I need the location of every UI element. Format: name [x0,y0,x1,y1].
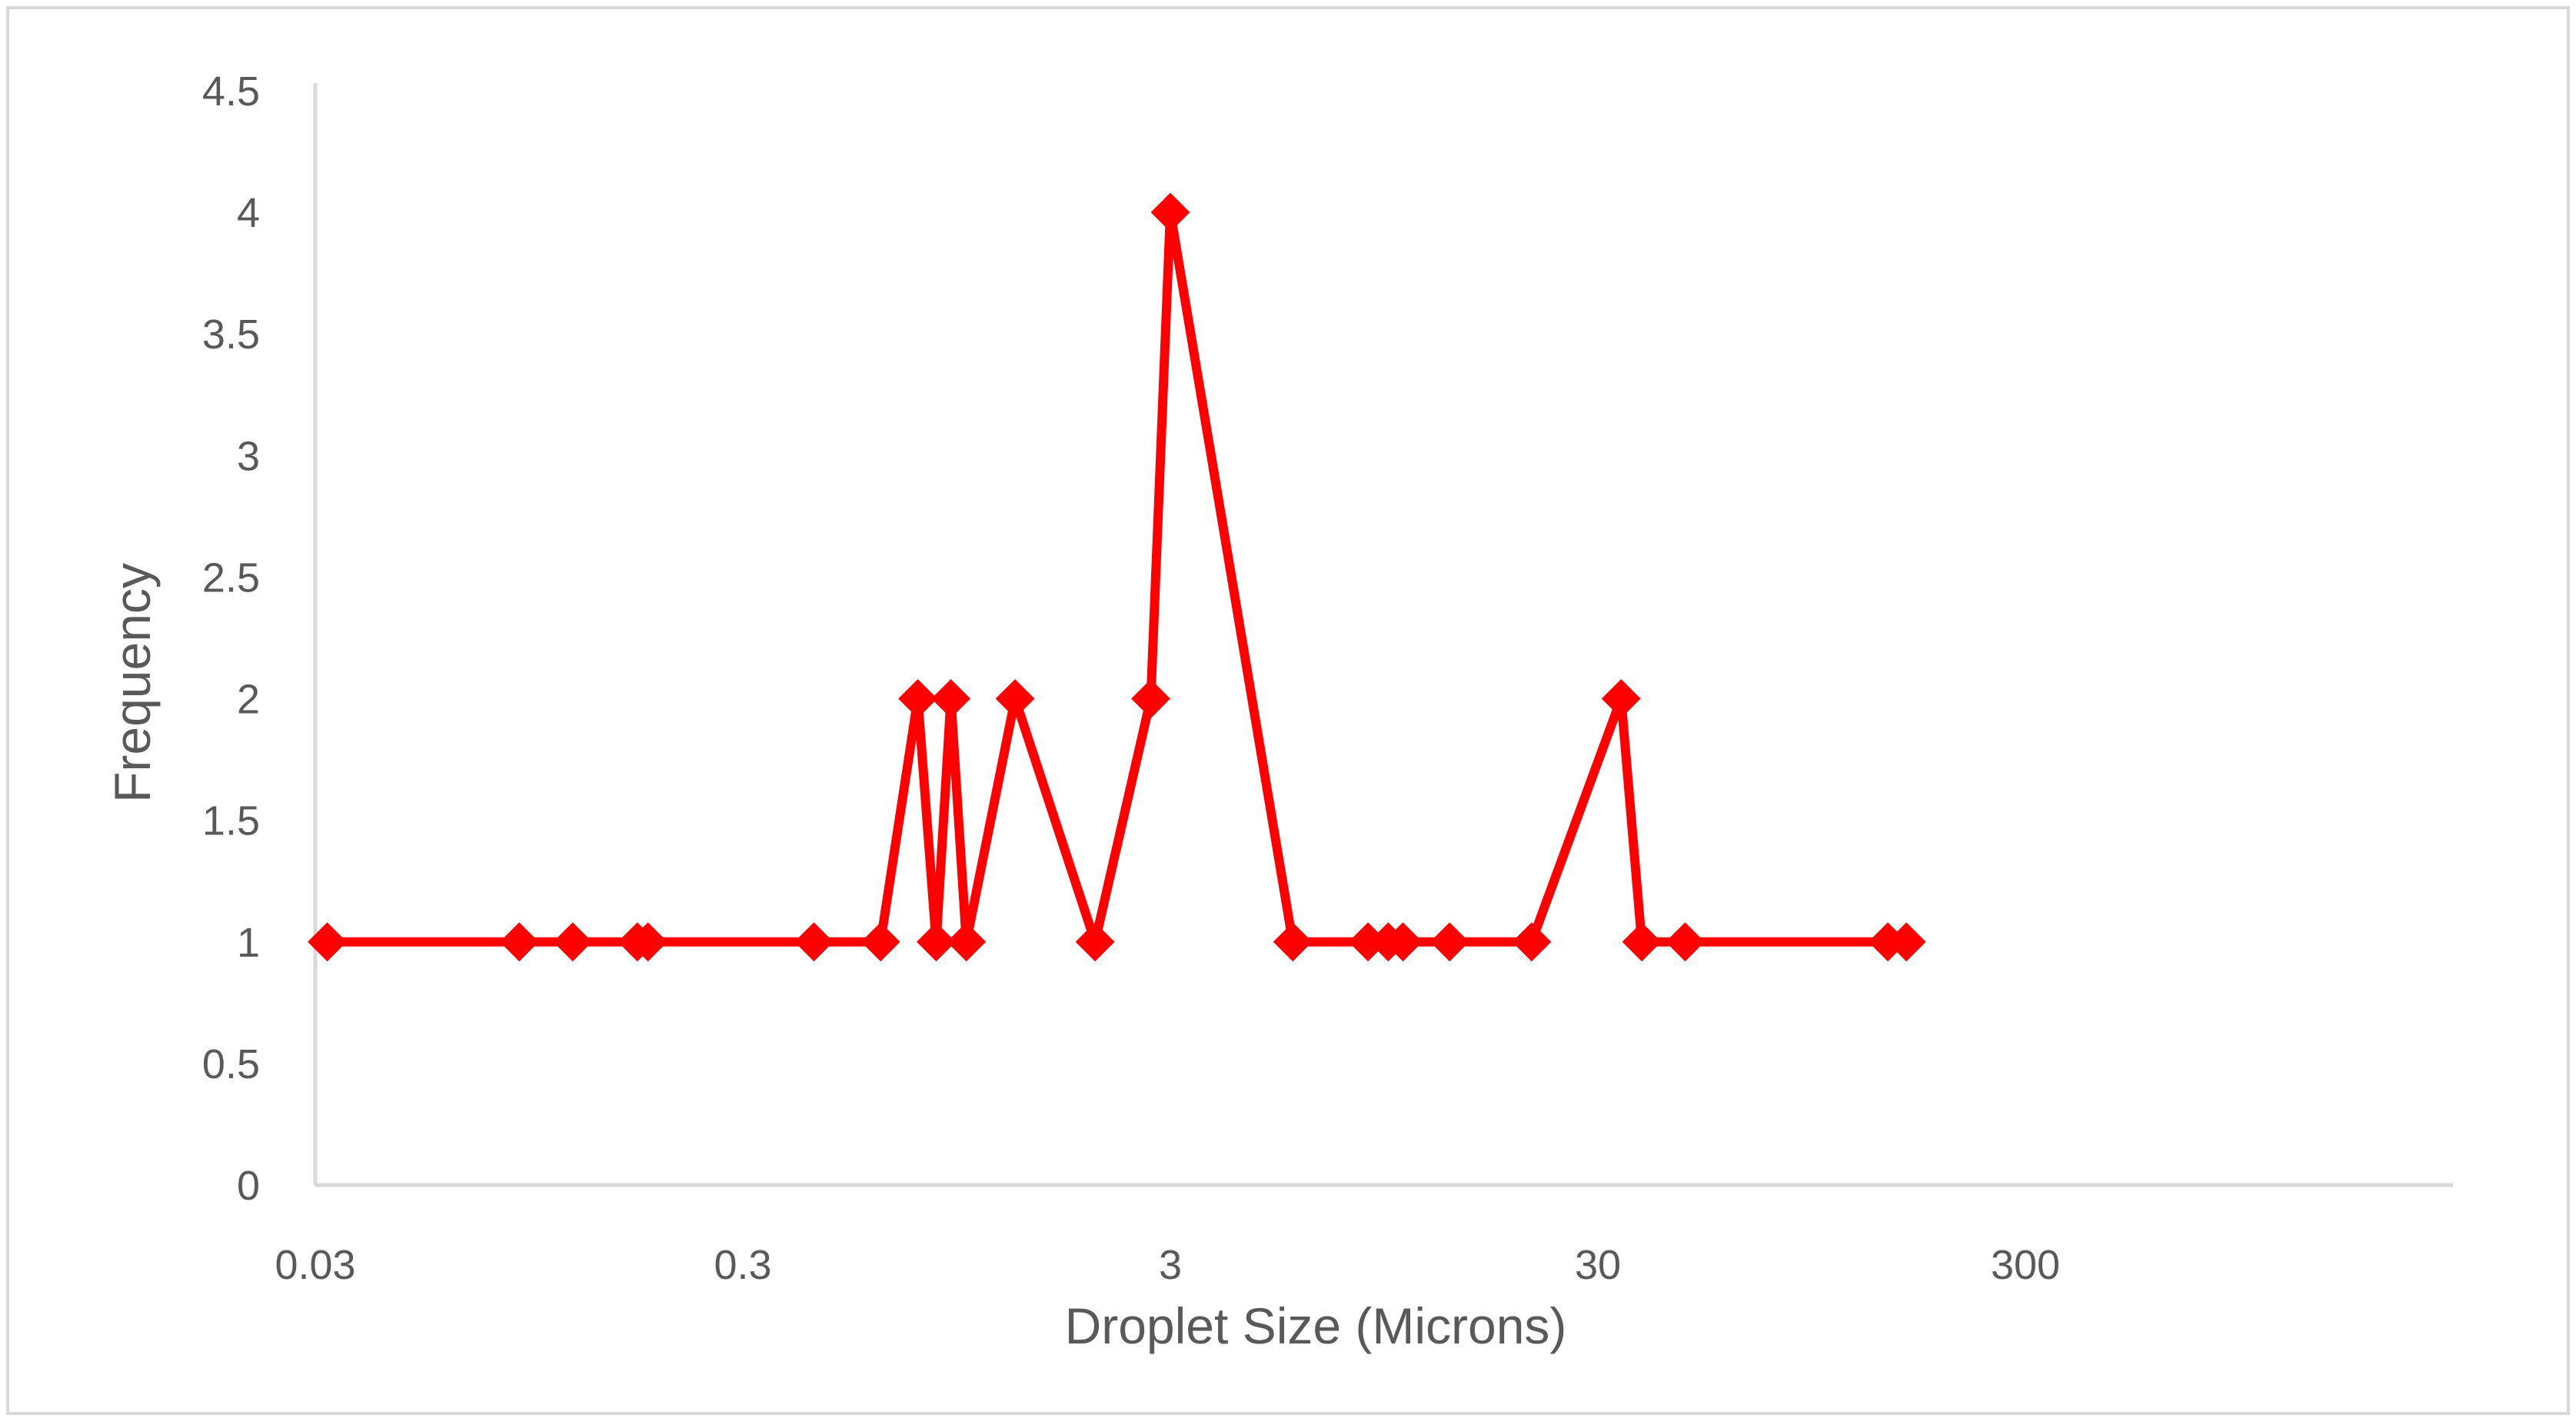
x-tick-label: 0.3 [714,1242,771,1288]
data-point-marker [1622,922,1662,962]
y-tick-label: 1.5 [202,798,260,844]
data-point-marker [308,922,347,962]
y-tick-label: 0 [237,1163,260,1209]
data-point-marker [1512,922,1552,962]
data-point-marker [1383,922,1423,962]
data-point-marker [1273,922,1313,962]
data-point-marker [947,922,987,962]
data-point-marker [794,922,834,962]
y-tick-label: 3.5 [202,311,260,358]
x-tick-label: 300 [1991,1242,2060,1288]
chart-border [6,6,2570,1415]
data-point-marker [898,679,938,718]
y-tick-label: 4 [237,190,260,236]
series-line [327,211,1907,960]
data-point-marker [499,922,539,962]
x-tick-label: 30 [1575,1242,1621,1288]
data-point-marker [1075,922,1115,962]
y-tick-label: 4.5 [202,68,260,115]
y-tick-label: 2 [237,677,260,723]
x-tick-label: 0.03 [275,1242,355,1288]
x-tick-label: 3 [1159,1242,1182,1288]
data-point-marker [931,679,971,718]
data-point-marker [1131,679,1170,718]
data-point-marker [1150,192,1190,232]
y-tick-label: 0.5 [202,1041,260,1087]
data-point-marker [1601,679,1641,718]
data-point-marker [553,922,593,962]
data-point-marker [995,679,1035,718]
data-point-marker [917,922,956,962]
x-axis-title: Droplet Size (Microns) [1065,1297,1567,1354]
y-tick-label: 2.5 [202,554,260,601]
data-point-marker [1666,922,1705,962]
data-point-marker [1429,922,1469,962]
y-tick-label: 1 [237,920,260,966]
data-point-marker [628,922,668,962]
data-point-marker [860,922,900,962]
data-point-marker [1886,922,1926,962]
y-axis-title: Frequency [104,563,161,803]
y-tick-label: 3 [237,433,260,479]
